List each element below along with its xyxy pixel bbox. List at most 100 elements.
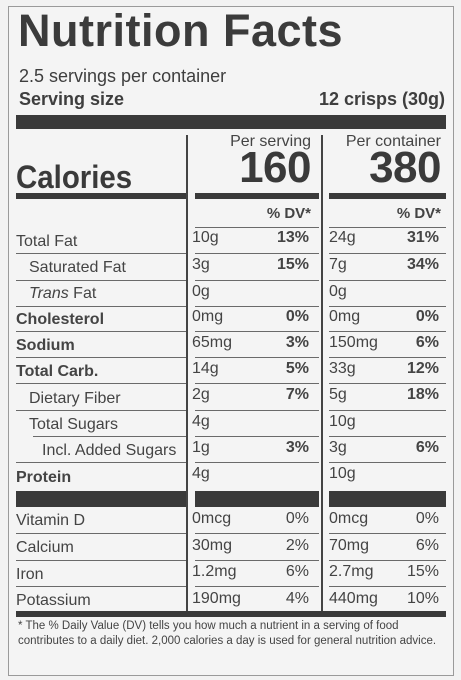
nutrient-name: Dietary Fiber bbox=[29, 390, 121, 407]
per-serving-header: Per serving bbox=[230, 133, 311, 150]
nutrient-name: Protein bbox=[16, 469, 72, 486]
calories-divider-container bbox=[329, 193, 446, 199]
row-rule bbox=[16, 410, 186, 411]
row-rule bbox=[329, 586, 446, 587]
serving-amount: 1.2mg bbox=[192, 563, 237, 580]
column-divider-2 bbox=[321, 135, 323, 613]
row-rule bbox=[195, 280, 319, 281]
serving-amount: 2g bbox=[192, 386, 210, 403]
serving-dv: 5% bbox=[285, 360, 309, 377]
row-rule bbox=[16, 306, 186, 307]
container-dv: 31% bbox=[406, 229, 439, 246]
serving-amount: 30mg bbox=[192, 537, 233, 554]
container-amount: 150mg bbox=[329, 334, 378, 351]
row-rule bbox=[329, 331, 446, 332]
container-dv: 0% bbox=[415, 308, 439, 325]
calories-per-container: 380 bbox=[369, 143, 441, 192]
container-amount: 70mg bbox=[329, 537, 370, 554]
calories-divider-left bbox=[16, 193, 186, 199]
serving-dv: 3% bbox=[285, 439, 309, 456]
calories-per-serving: 160 bbox=[239, 143, 311, 192]
vitamin-name: Potassium bbox=[16, 592, 91, 609]
dv-header-rule-container bbox=[329, 227, 446, 228]
serving-size-value: 12 crisps (30g) bbox=[318, 89, 445, 109]
row-rule bbox=[16, 280, 186, 281]
container-amount: 440mg bbox=[329, 590, 378, 607]
serving-dv: 15% bbox=[276, 256, 309, 273]
serving-dv: 0% bbox=[285, 510, 309, 527]
container-amount: 3g bbox=[329, 439, 347, 456]
container-dv: 0% bbox=[415, 510, 439, 527]
row-rule bbox=[195, 436, 319, 437]
serving-amount: 1g bbox=[192, 439, 210, 456]
trans-italic: Trans bbox=[29, 285, 69, 302]
serving-amount: 0g bbox=[192, 283, 210, 300]
vitamin-name: Vitamin D bbox=[16, 512, 86, 529]
footnote: * The % Daily Value (DV) tells you how m… bbox=[18, 620, 437, 647]
row-rule bbox=[16, 560, 186, 561]
trans-rest: Fat bbox=[68, 285, 97, 302]
per-container-header: Per container bbox=[345, 133, 441, 150]
row-rule bbox=[195, 383, 319, 384]
row-rule bbox=[195, 533, 319, 534]
container-amount: 0mcg bbox=[329, 510, 369, 527]
row-rule bbox=[195, 410, 319, 411]
row-rule bbox=[329, 462, 446, 463]
nutrition-facts-label: Nutrition Facts 2.5 servings per contain… bbox=[8, 5, 454, 676]
row-rule bbox=[16, 383, 186, 384]
serving-amount: 0mcg bbox=[192, 510, 232, 527]
nutrient-name: Sodium bbox=[16, 337, 75, 354]
row-rule bbox=[329, 280, 446, 281]
vitamin-name: Iron bbox=[16, 566, 44, 583]
vitamin-divider-left bbox=[16, 491, 186, 507]
container-dv: 10% bbox=[406, 590, 439, 607]
row-rule bbox=[195, 357, 319, 358]
row-rule bbox=[195, 586, 319, 587]
row-rule bbox=[329, 306, 446, 307]
serving-amount: 4g bbox=[192, 465, 210, 482]
row-rule bbox=[329, 410, 446, 411]
nutrient-name: Cholesterol bbox=[16, 311, 105, 328]
serving-dv: 2% bbox=[285, 537, 309, 554]
serving-dv: 3% bbox=[285, 334, 309, 351]
nutrient-name: Trans Fat bbox=[29, 285, 96, 303]
container-dv: 6% bbox=[415, 439, 439, 456]
serving-amount: 190mg bbox=[192, 590, 241, 607]
row-rule bbox=[16, 586, 186, 587]
container-amount: 10g bbox=[329, 465, 356, 482]
vitamin-divider-serving bbox=[195, 491, 319, 507]
column-divider-1 bbox=[186, 135, 188, 613]
dv-header-serving: % DV* bbox=[266, 205, 311, 222]
row-rule bbox=[329, 383, 446, 384]
container-dv: 18% bbox=[406, 386, 439, 403]
row-rule bbox=[195, 560, 319, 561]
calories-divider-serving bbox=[195, 193, 319, 199]
thick-divider-bottom bbox=[16, 611, 446, 617]
label-title: Nutrition Facts bbox=[18, 5, 344, 56]
row-rule bbox=[195, 306, 319, 307]
dv-header-rule-serving bbox=[195, 227, 319, 228]
container-amount: 2.7mg bbox=[329, 563, 374, 580]
row-rule bbox=[16, 253, 186, 254]
container-amount: 5g bbox=[329, 386, 347, 403]
row-rule bbox=[195, 253, 319, 254]
row-rule bbox=[329, 560, 446, 561]
container-dv: 6% bbox=[415, 537, 439, 554]
vitamin-divider-container bbox=[329, 491, 446, 507]
container-amount: 24g bbox=[329, 229, 356, 246]
row-rule bbox=[329, 357, 446, 358]
nutrient-name: Total Sugars bbox=[29, 416, 118, 433]
row-rule bbox=[16, 357, 186, 358]
container-amount: 0g bbox=[329, 283, 347, 300]
serving-dv: 7% bbox=[285, 386, 309, 403]
serving-dv: 4% bbox=[285, 590, 309, 607]
servings-per-container: 2.5 servings per container bbox=[19, 66, 227, 86]
serving-dv: 13% bbox=[276, 229, 309, 246]
container-amount: 33g bbox=[329, 360, 356, 377]
serving-size-label: Serving size bbox=[19, 89, 125, 109]
serving-dv: 6% bbox=[285, 563, 309, 580]
calories-label: Calories bbox=[16, 159, 133, 195]
container-amount: 10g bbox=[329, 413, 356, 430]
nutrient-name: Total Carb. bbox=[16, 363, 99, 380]
serving-dv: 0% bbox=[285, 308, 309, 325]
